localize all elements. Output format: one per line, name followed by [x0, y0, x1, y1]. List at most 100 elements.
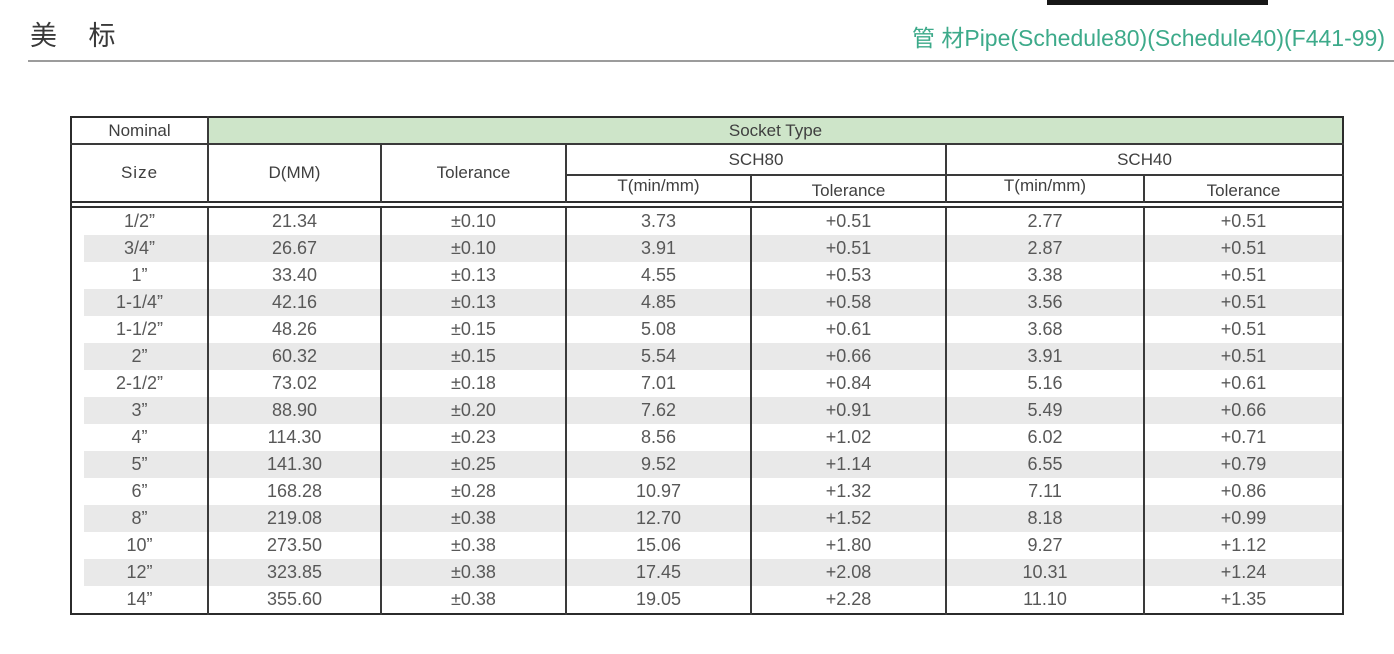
value-cell: +0.58: [751, 289, 947, 316]
value-cell: 88.90: [208, 397, 382, 424]
header-nominal: Nominal: [71, 117, 209, 145]
nominal-size-cell: 5”: [71, 451, 209, 478]
header-sch80-tolerance: Tolerance: [751, 175, 947, 202]
header-row-subcolumns: T(min/mm) Tolerance T(min/mm) Tolerance: [71, 175, 1343, 202]
header-size: Size: [71, 144, 209, 202]
value-cell: 11.10: [946, 586, 1145, 614]
value-cell: ±0.28: [381, 478, 567, 505]
value-cell: ±0.13: [381, 262, 567, 289]
value-cell: 9.52: [566, 451, 752, 478]
table-row: 1/2” 21.34 ±0.10 3.73 +0.51 2.77 +0.51: [71, 207, 1343, 235]
value-cell: 5.16: [946, 370, 1145, 397]
value-cell: +0.79: [1144, 451, 1343, 478]
value-cell: 15.06: [566, 532, 752, 559]
value-cell: +0.51: [1144, 316, 1343, 343]
table-row: 2-1/2” 73.02 ±0.18 7.01 +0.84 5.16 +0.61: [71, 370, 1343, 397]
value-cell: 21.34: [208, 207, 382, 235]
nominal-size-cell: 1-1/4”: [71, 289, 209, 316]
page-subtitle: 管 材Pipe(Schedule80)(Schedule40)(F441-99): [911, 25, 1385, 51]
value-cell: ±0.38: [381, 586, 567, 614]
value-cell: ±0.15: [381, 343, 567, 370]
value-cell: +0.86: [1144, 478, 1343, 505]
value-cell: 273.50: [208, 532, 382, 559]
header-sch80-t-min: T(min/mm): [566, 175, 752, 202]
nominal-size-cell: 1/2”: [71, 207, 209, 235]
value-cell: ±0.38: [381, 532, 567, 559]
value-cell: ±0.38: [381, 559, 567, 586]
table-row: 8” 219.08 ±0.38 12.70 +1.52 8.18 +0.99: [71, 505, 1343, 532]
value-cell: 3.56: [946, 289, 1145, 316]
pipe-spec-table: Nominal Socket Type Size D(MM) Tolerance…: [70, 116, 1344, 615]
value-cell: 5.08: [566, 316, 752, 343]
value-cell: ±0.20: [381, 397, 567, 424]
value-cell: 73.02: [208, 370, 382, 397]
value-cell: 12.70: [566, 505, 752, 532]
nominal-size-cell: 1”: [71, 262, 209, 289]
value-cell: 17.45: [566, 559, 752, 586]
value-cell: +0.84: [751, 370, 947, 397]
value-cell: ±0.25: [381, 451, 567, 478]
value-cell: +0.71: [1144, 424, 1343, 451]
value-cell: 7.62: [566, 397, 752, 424]
value-cell: ±0.10: [381, 207, 567, 235]
value-cell: 219.08: [208, 505, 382, 532]
value-cell: +0.51: [751, 235, 947, 262]
table-row: 1” 33.40 ±0.13 4.55 +0.53 3.38 +0.51: [71, 262, 1343, 289]
table-row: 2” 60.32 ±0.15 5.54 +0.66 3.91 +0.51: [71, 343, 1343, 370]
value-cell: ±0.23: [381, 424, 567, 451]
header-row-groups: Size D(MM) Tolerance SCH80 SCH40: [71, 144, 1343, 202]
value-cell: 4.55: [566, 262, 752, 289]
value-cell: 4.85: [566, 289, 752, 316]
value-cell: +0.51: [1144, 235, 1343, 262]
table-row: 3” 88.90 ±0.20 7.62 +0.91 5.49 +0.66: [71, 397, 1343, 424]
nominal-size-cell: 1-1/2”: [71, 316, 209, 343]
value-cell: +0.53: [751, 262, 947, 289]
value-cell: 3.91: [566, 235, 752, 262]
value-cell: +1.32: [751, 478, 947, 505]
value-cell: 168.28: [208, 478, 382, 505]
header-socket-type: Socket Type: [208, 117, 1343, 145]
value-cell: +1.14: [751, 451, 947, 478]
table-row: 5” 141.30 ±0.25 9.52 +1.14 6.55 +0.79: [71, 451, 1343, 478]
value-cell: 5.49: [946, 397, 1145, 424]
table-body: 1/2” 21.34 ±0.10 3.73 +0.51 2.77 +0.51 3/4” 26.6…: [71, 207, 1343, 614]
table-row: 4” 114.30 ±0.23 8.56 +1.02 6.02 +0.71: [71, 424, 1343, 451]
table-header: Nominal Socket Type Size D(MM) Tolerance…: [71, 117, 1343, 208]
value-cell: +0.51: [1144, 343, 1343, 370]
value-cell: +0.66: [751, 343, 947, 370]
value-cell: 355.60: [208, 586, 382, 614]
value-cell: +2.28: [751, 586, 947, 614]
header-body-double-rule: [71, 201, 1343, 208]
header-sch80: SCH80: [566, 144, 947, 176]
value-cell: 3.73: [566, 207, 752, 235]
table-row: 1-1/2” 48.26 ±0.15 5.08 +0.61 3.68 +0.51: [71, 316, 1343, 343]
nominal-size-cell: 3/4”: [71, 235, 209, 262]
value-cell: 10.97: [566, 478, 752, 505]
table-row: 3/4” 26.67 ±0.10 3.91 +0.51 2.87 +0.51: [71, 235, 1343, 262]
value-cell: 3.68: [946, 316, 1145, 343]
value-cell: 7.11: [946, 478, 1145, 505]
header-sch40-tolerance: Tolerance: [1206, 181, 1281, 200]
value-cell: 8.18: [946, 505, 1145, 532]
value-cell: +0.51: [1144, 207, 1343, 235]
value-cell: 33.40: [208, 262, 382, 289]
value-cell: 7.01: [566, 370, 752, 397]
header-row-socket-type: Nominal Socket Type: [71, 117, 1343, 145]
value-cell: 42.16: [208, 289, 382, 316]
value-cell: ±0.13: [381, 289, 567, 316]
value-cell: 10.31: [946, 559, 1145, 586]
header-tolerance: Tolerance: [381, 144, 567, 202]
value-cell: +0.66: [1144, 397, 1343, 424]
header-sch40-t-min: T(min/mm): [946, 175, 1145, 202]
nominal-size-cell: 8”: [71, 505, 209, 532]
value-cell: 141.30: [208, 451, 382, 478]
nominal-size-cell: 12”: [71, 559, 209, 586]
value-cell: 5.54: [566, 343, 752, 370]
table-row: 12” 323.85 ±0.38 17.45 +2.08 10.31 +1.24: [71, 559, 1343, 586]
header-d-mm: D(MM): [208, 144, 382, 202]
value-cell: +1.02: [751, 424, 947, 451]
value-cell: ±0.15: [381, 316, 567, 343]
nominal-size-cell: 3”: [71, 397, 209, 424]
value-cell: 3.91: [946, 343, 1145, 370]
value-cell: +0.61: [751, 316, 947, 343]
